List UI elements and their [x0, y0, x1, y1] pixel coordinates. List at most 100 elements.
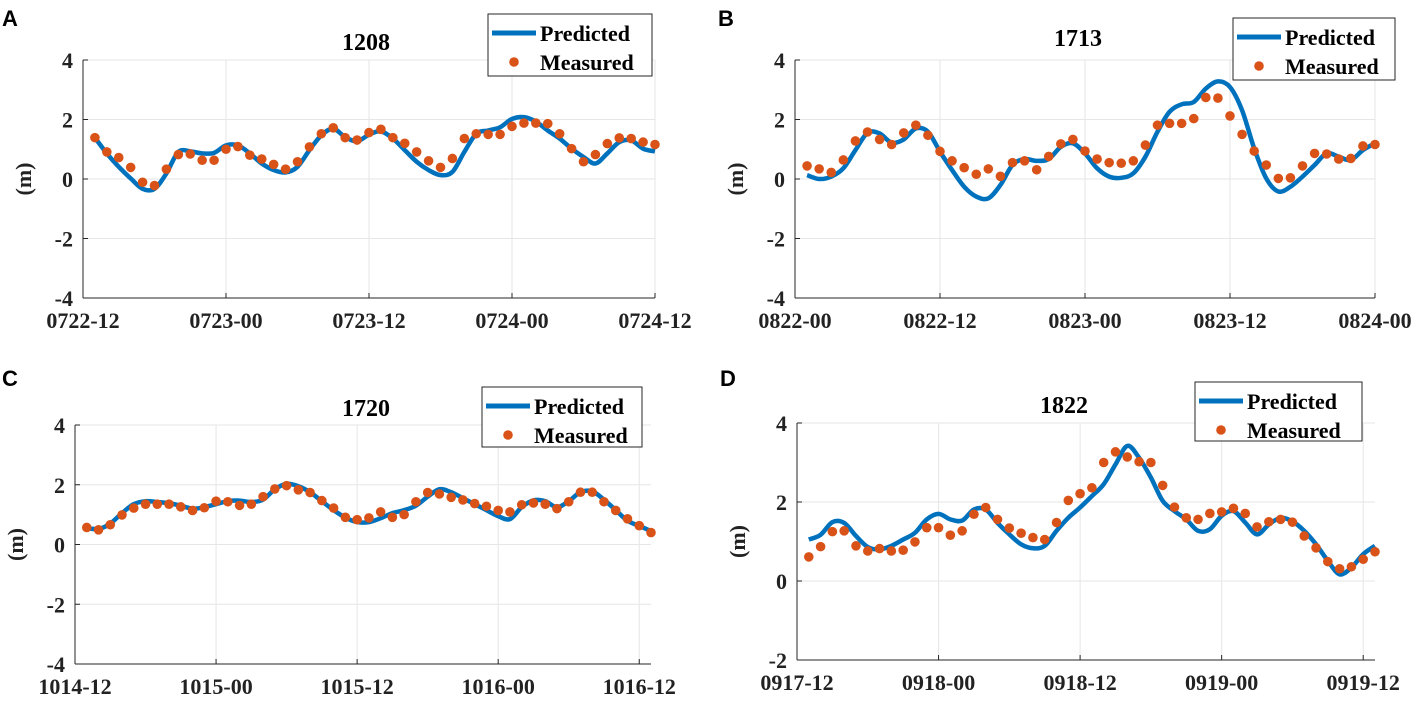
measured-point: [1323, 556, 1333, 567]
measured-point: [1169, 502, 1180, 512]
measured-point: [128, 503, 139, 513]
measured-point: [1039, 534, 1050, 545]
x-tick-label: 1015-00: [179, 674, 252, 699]
measured-point: [1297, 161, 1308, 171]
measured-point: [959, 162, 969, 173]
measured-point: [317, 495, 327, 506]
measured-point: [945, 530, 956, 540]
measured-point: [493, 505, 503, 516]
measured-point: [364, 513, 374, 523]
measured-point: [175, 502, 186, 512]
measured-point: [1134, 456, 1144, 467]
measured-point: [423, 156, 434, 166]
measured-point: [364, 127, 374, 138]
measured-point: [209, 155, 219, 166]
measured-point: [827, 526, 838, 537]
measured-point: [552, 503, 562, 514]
measured-point: [802, 161, 812, 171]
measured-point: [1116, 158, 1127, 169]
legend-measured-label: Measured: [1285, 54, 1379, 79]
measured-point: [246, 499, 257, 509]
measured-point: [1370, 546, 1380, 557]
measured-point: [1181, 513, 1192, 523]
measured-point: [839, 526, 849, 536]
panel-letter: D: [720, 366, 736, 391]
measured-point: [850, 136, 861, 146]
measured-point: [446, 492, 456, 503]
measured-point: [447, 153, 458, 164]
measured-point: [851, 541, 861, 551]
y-tick-label: 0: [54, 533, 65, 558]
legend-measured-swatch: [1216, 425, 1226, 435]
measured-point: [505, 507, 515, 517]
measured-point: [305, 487, 315, 498]
y-axis-label: (m): [3, 528, 28, 561]
measured-point: [1031, 164, 1042, 175]
measured-point: [1346, 153, 1356, 164]
legend-predicted-label: Predicted: [1285, 25, 1375, 50]
measured-point: [197, 155, 207, 166]
measured-point: [211, 496, 221, 506]
measured-point: [105, 519, 116, 530]
y-tick-label: 4: [776, 411, 787, 436]
measured-point: [1140, 140, 1151, 150]
measured-point: [634, 520, 645, 531]
measured-point: [910, 537, 920, 547]
measured-point: [471, 128, 482, 139]
legend-measured-swatch: [503, 430, 513, 440]
y-tick-label: -4: [767, 286, 785, 311]
chart-title: 1822: [1040, 393, 1088, 419]
measured-point: [1228, 503, 1239, 514]
measured-point: [352, 514, 362, 525]
legend: Predicted Measured: [481, 386, 643, 448]
y-tick-label: -2: [769, 648, 787, 673]
measured-point: [983, 164, 994, 174]
measured-point: [1152, 120, 1163, 130]
measured-point: [399, 138, 410, 149]
measured-point: [599, 496, 609, 507]
chart-title: 1713: [1054, 26, 1102, 52]
legend: Predicted Measured: [1232, 17, 1396, 81]
measured-point: [1028, 532, 1038, 543]
measured-point: [316, 128, 327, 139]
measured-point: [957, 526, 967, 536]
measured-point: [399, 509, 409, 520]
measured-point: [578, 156, 589, 167]
measured-point: [1309, 148, 1320, 159]
measured-point: [352, 135, 362, 145]
measured-point: [1019, 156, 1030, 166]
measured-point: [117, 510, 127, 520]
x-tick-label: 0919-00: [1185, 670, 1258, 695]
measured-point: [1110, 447, 1121, 457]
measured-point: [1205, 508, 1215, 519]
measured-point: [971, 169, 982, 180]
measured-point: [102, 147, 112, 157]
measured-point: [519, 118, 529, 128]
measured-point: [1043, 151, 1054, 162]
x-tick-label: 0723-12: [332, 308, 405, 333]
measured-point: [256, 154, 267, 164]
measured-point: [898, 128, 909, 138]
measured-point: [1201, 92, 1211, 103]
measured-point: [566, 143, 577, 154]
measured-point: [622, 514, 633, 524]
measured-point: [554, 128, 565, 139]
measured-point: [1068, 134, 1078, 145]
measured-point: [563, 496, 574, 507]
measured-point: [1016, 528, 1026, 539]
measured-point: [223, 496, 233, 507]
measured-point: [93, 525, 104, 535]
measured-point: [435, 162, 446, 173]
measured-point: [293, 485, 304, 495]
y-tick-label: 4: [774, 48, 785, 73]
measured-point: [1252, 522, 1262, 532]
measured-point: [542, 118, 553, 129]
legend-predicted-label: Predicted: [540, 21, 630, 46]
measured-point: [173, 149, 184, 160]
measured-point: [1193, 514, 1203, 525]
measured-point: [1075, 488, 1085, 499]
x-tick-label: 0824-00: [1338, 308, 1411, 333]
x-tick-label: 0822-12: [903, 308, 976, 333]
predicted-line: [807, 443, 1377, 577]
